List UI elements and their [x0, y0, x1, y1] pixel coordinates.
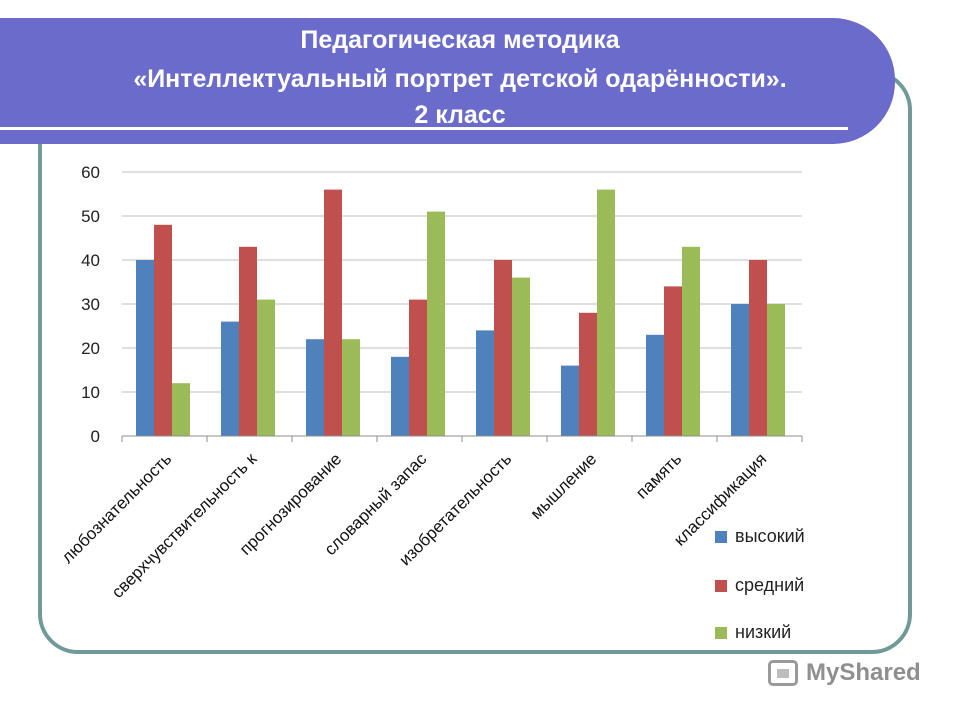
- bar: [597, 189, 615, 436]
- page-title-line3: 2 класс: [414, 101, 506, 129]
- bar: [664, 286, 682, 436]
- bar: [154, 224, 172, 436]
- x-axis: [121, 435, 803, 442]
- y-tick-label: 40: [81, 251, 100, 270]
- bar: [221, 321, 239, 436]
- bar: [427, 211, 445, 436]
- legend-label-low: низкий: [735, 622, 792, 642]
- y-tick-label: 30: [81, 295, 100, 314]
- bar: [494, 260, 512, 436]
- legend-swatch-low: [715, 627, 727, 639]
- bar: [257, 299, 275, 436]
- legend-label-high: высокий: [735, 526, 805, 546]
- bar: [239, 246, 257, 436]
- y-tick-label: 20: [81, 339, 100, 358]
- bars: [136, 189, 785, 436]
- bar: [579, 312, 597, 436]
- bar: [476, 330, 494, 436]
- legend-swatch-medium: [715, 580, 727, 592]
- page-title-line1: Педагогическая методика: [300, 26, 620, 54]
- legend-label-medium: средний: [735, 575, 805, 595]
- y-tick-label: 0: [91, 427, 100, 446]
- bar: [172, 383, 190, 436]
- bar: [767, 304, 785, 436]
- y-axis-ticks: 0 10 20 30 40 50 60: [81, 163, 100, 446]
- page-title-line2: «Интеллектуальный портрет детской одарён…: [133, 65, 787, 93]
- watermark-text: MyShared: [806, 659, 921, 686]
- y-tick-label: 50: [81, 207, 100, 226]
- bar: [306, 339, 324, 436]
- x-category-label: сверхчувствительность к: [108, 449, 261, 602]
- bar: [561, 365, 579, 436]
- bar: [342, 339, 360, 436]
- y-tick-label: 60: [81, 163, 100, 182]
- bar: [682, 246, 700, 436]
- title-banner: [0, 18, 895, 144]
- title-underline: [0, 127, 848, 130]
- x-category-label: мышление: [527, 449, 601, 523]
- bar: [409, 299, 427, 436]
- bar: [324, 189, 342, 436]
- bar: [512, 277, 530, 436]
- bar: [731, 304, 749, 436]
- legend-swatch-high: [715, 531, 727, 543]
- bar: [391, 356, 409, 436]
- bar: [646, 334, 664, 436]
- watermark-logo-icon: [768, 660, 798, 686]
- x-category-label: память: [632, 449, 685, 502]
- bar: [136, 260, 154, 436]
- bar: [749, 260, 767, 436]
- y-tick-label: 10: [81, 383, 100, 402]
